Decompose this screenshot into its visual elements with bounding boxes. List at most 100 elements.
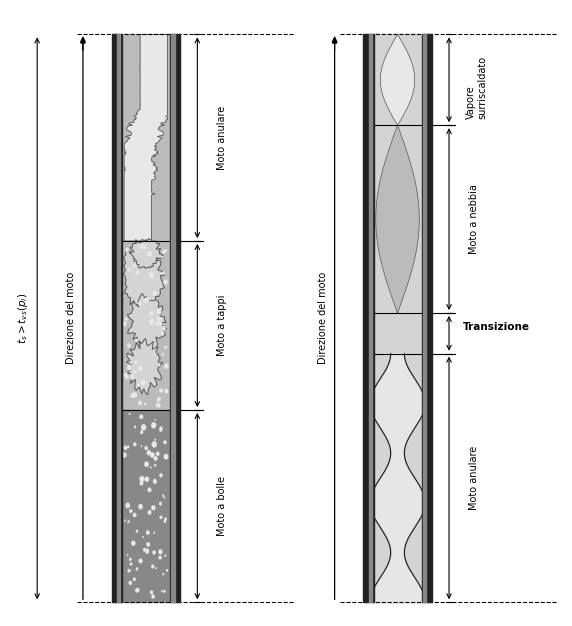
Ellipse shape xyxy=(158,364,160,366)
Ellipse shape xyxy=(138,559,142,563)
Ellipse shape xyxy=(135,339,138,342)
Ellipse shape xyxy=(162,326,165,331)
Ellipse shape xyxy=(122,453,126,458)
Bar xyxy=(374,34,422,602)
Ellipse shape xyxy=(133,578,136,581)
Ellipse shape xyxy=(145,477,149,482)
Ellipse shape xyxy=(140,431,143,434)
Ellipse shape xyxy=(160,516,162,519)
Ellipse shape xyxy=(149,319,154,325)
Text: Moto a tappi: Moto a tappi xyxy=(217,295,227,356)
Polygon shape xyxy=(376,125,419,313)
Polygon shape xyxy=(380,34,415,125)
Ellipse shape xyxy=(136,567,138,570)
Bar xyxy=(369,34,372,602)
Ellipse shape xyxy=(164,518,167,521)
Ellipse shape xyxy=(161,590,162,592)
Ellipse shape xyxy=(160,427,162,431)
Ellipse shape xyxy=(125,520,126,521)
Polygon shape xyxy=(129,239,163,268)
Ellipse shape xyxy=(128,521,129,523)
Ellipse shape xyxy=(136,568,138,570)
Ellipse shape xyxy=(130,563,132,565)
Bar xyxy=(122,34,170,241)
Ellipse shape xyxy=(164,497,165,498)
Ellipse shape xyxy=(125,503,130,508)
Bar xyxy=(374,34,422,125)
Ellipse shape xyxy=(127,555,128,556)
Ellipse shape xyxy=(161,256,162,258)
Ellipse shape xyxy=(153,352,156,356)
Ellipse shape xyxy=(150,272,153,276)
Ellipse shape xyxy=(163,590,165,592)
Bar xyxy=(112,34,122,602)
Ellipse shape xyxy=(125,376,129,379)
Ellipse shape xyxy=(157,403,160,408)
Text: Direzione del moto: Direzione del moto xyxy=(66,272,77,364)
Bar xyxy=(117,34,120,602)
Ellipse shape xyxy=(146,531,149,535)
Ellipse shape xyxy=(158,556,162,560)
Ellipse shape xyxy=(133,393,137,397)
Ellipse shape xyxy=(140,481,143,485)
Ellipse shape xyxy=(153,480,157,484)
Ellipse shape xyxy=(166,569,168,572)
Text: Direzione del moto: Direzione del moto xyxy=(318,272,328,364)
Ellipse shape xyxy=(136,588,140,592)
Text: Transizione: Transizione xyxy=(463,322,530,332)
Ellipse shape xyxy=(145,297,149,302)
Ellipse shape xyxy=(127,365,132,370)
Ellipse shape xyxy=(127,446,129,448)
Bar xyxy=(122,241,170,410)
Ellipse shape xyxy=(151,565,154,568)
Ellipse shape xyxy=(150,590,153,594)
Ellipse shape xyxy=(162,353,164,356)
Ellipse shape xyxy=(162,495,164,497)
Ellipse shape xyxy=(125,317,128,321)
Text: surriscaldato: surriscaldato xyxy=(478,56,487,119)
Bar xyxy=(422,34,432,602)
Ellipse shape xyxy=(162,573,164,575)
Ellipse shape xyxy=(164,280,168,284)
Ellipse shape xyxy=(150,311,153,316)
Ellipse shape xyxy=(144,300,146,303)
Ellipse shape xyxy=(124,373,128,377)
Ellipse shape xyxy=(138,302,141,305)
Ellipse shape xyxy=(129,413,130,415)
Polygon shape xyxy=(128,294,167,352)
Ellipse shape xyxy=(164,249,166,252)
Ellipse shape xyxy=(156,322,158,325)
Ellipse shape xyxy=(149,510,151,513)
Ellipse shape xyxy=(146,542,150,546)
Ellipse shape xyxy=(154,479,156,481)
Bar xyxy=(172,34,174,602)
Polygon shape xyxy=(124,239,164,308)
Ellipse shape xyxy=(134,426,136,428)
Ellipse shape xyxy=(164,441,166,444)
Ellipse shape xyxy=(164,520,166,523)
Ellipse shape xyxy=(144,403,146,405)
Ellipse shape xyxy=(145,548,149,553)
Ellipse shape xyxy=(154,464,156,466)
Ellipse shape xyxy=(143,548,146,552)
Ellipse shape xyxy=(133,443,136,446)
Ellipse shape xyxy=(141,445,142,447)
Ellipse shape xyxy=(140,476,144,482)
Ellipse shape xyxy=(164,364,168,369)
Ellipse shape xyxy=(153,532,155,533)
Bar xyxy=(374,313,422,354)
Ellipse shape xyxy=(159,322,162,326)
Ellipse shape xyxy=(129,581,132,585)
Ellipse shape xyxy=(156,452,160,456)
Ellipse shape xyxy=(129,558,132,561)
Ellipse shape xyxy=(157,317,161,321)
Text: Vapore: Vapore xyxy=(466,85,476,119)
Ellipse shape xyxy=(131,393,134,398)
Ellipse shape xyxy=(124,446,127,450)
Ellipse shape xyxy=(162,250,165,254)
Ellipse shape xyxy=(143,245,146,249)
Ellipse shape xyxy=(128,520,130,523)
Text: Moto anulare: Moto anulare xyxy=(217,106,227,170)
Ellipse shape xyxy=(128,344,130,347)
Ellipse shape xyxy=(160,473,162,477)
